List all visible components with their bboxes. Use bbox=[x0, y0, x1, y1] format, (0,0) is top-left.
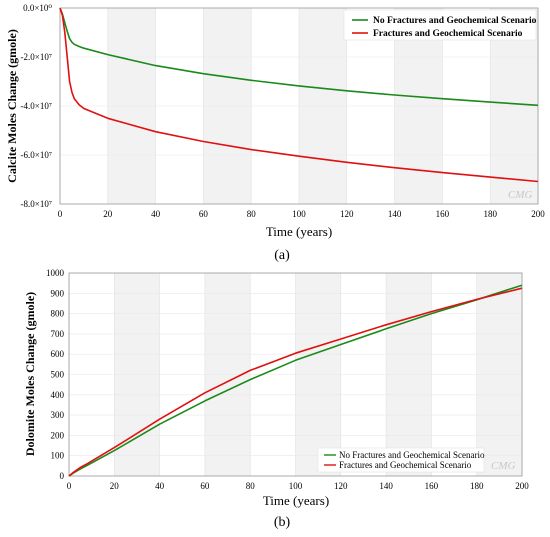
chart-a-x-tick: 0 bbox=[58, 209, 63, 219]
chart-b-x-tick: 40 bbox=[155, 481, 165, 491]
chart-b-plot-frame bbox=[68, 272, 523, 477]
chart-b-y-tick: 800 bbox=[51, 309, 65, 319]
chart-a-legend: No Fractures and Geochemical Scenario Fr… bbox=[343, 9, 537, 41]
chart-b-y-tick: 400 bbox=[51, 390, 65, 400]
chart-b-y-axis-title: Dolomite Moles Change (gmole) bbox=[23, 292, 37, 456]
chart-b-y-tick: 700 bbox=[51, 329, 65, 339]
chart-b: 0 100 200 300 400 500 600 700 800 900 1000 0 20 40 60… bbox=[23, 268, 529, 530]
chart-b-legend: No Fractures and Geochemical Scenario Fr… bbox=[317, 447, 485, 473]
chart-a-y-tick: -8.0×10⁷ bbox=[21, 199, 52, 209]
chart-b-y-tick: 200 bbox=[51, 430, 65, 440]
chart-a-x-tick: 80 bbox=[247, 209, 257, 219]
chart-b-series-lines bbox=[68, 284, 523, 477]
chart-a-y-tick: -2.0×10⁷ bbox=[21, 52, 52, 62]
chart-b-y-tick: 100 bbox=[51, 451, 65, 461]
chart-a-series-lines bbox=[59, 7, 539, 183]
chart-b-series-1-line bbox=[68, 287, 523, 477]
chart-b-legend-label-1: Fractures and Geochemical Scenario bbox=[339, 460, 472, 470]
chart-a-y-tick: -6.0×10⁷ bbox=[21, 150, 52, 160]
chart-b-y-tick: 300 bbox=[51, 410, 65, 420]
chart-a-x-tick: 180 bbox=[483, 209, 497, 219]
chart-a-y-tick: 0.0×10⁰ bbox=[23, 3, 52, 13]
chart-a-x-tick: 160 bbox=[436, 209, 450, 219]
chart-b-x-tick: 200 bbox=[515, 481, 529, 491]
chart-a-x-tick: 200 bbox=[531, 209, 545, 219]
chart-a-y-axis-title: Calcite Moles Change (gmole) bbox=[5, 29, 19, 183]
chart-b-watermark: CMG bbox=[491, 460, 516, 472]
chart-b-x-tick: 60 bbox=[200, 481, 210, 491]
chart-a-plot-frame bbox=[59, 7, 539, 205]
chart-b-series-0-line bbox=[68, 284, 523, 477]
chart-a: 0.0×10⁰-2.0×10⁷-4.0×10⁷-6.0×10⁷-8.0×10⁷ … bbox=[5, 3, 545, 263]
chart-b-x-tick: 120 bbox=[334, 481, 348, 491]
chart-b-y-tick: 500 bbox=[51, 370, 65, 380]
chart-b-y-tick: 900 bbox=[51, 288, 65, 298]
chart-b-x-tick: 100 bbox=[289, 481, 303, 491]
chart-a-y-tick: -4.0×10⁷ bbox=[21, 101, 52, 111]
chart-b-x-tick: 80 bbox=[246, 481, 256, 491]
chart-a-x-tick-labels: 0 20 40 60 80 100 120 140 160 180 200 bbox=[58, 209, 546, 219]
chart-b-x-tick: 180 bbox=[470, 481, 484, 491]
chart-a-x-tick: 100 bbox=[292, 209, 306, 219]
chart-a-series-1-line bbox=[59, 7, 539, 183]
chart-b-caption: (b) bbox=[274, 515, 291, 530]
chart-a-x-tick: 120 bbox=[340, 209, 354, 219]
chart-b-x-tick: 0 bbox=[67, 481, 72, 491]
chart-a-x-axis-title: Time (years) bbox=[266, 224, 332, 239]
chart-a-x-tick: 20 bbox=[103, 209, 113, 219]
chart-b-y-tick: 600 bbox=[51, 349, 65, 359]
chart-b-y-tick: 1000 bbox=[46, 268, 65, 278]
chart-a-watermark: CMG bbox=[508, 189, 533, 201]
chart-b-x-tick: 160 bbox=[425, 481, 439, 491]
chart-a-legend-label-1: Fractures and Geochemical Scenario bbox=[373, 29, 523, 39]
chart-b-y-tick-labels: 0 100 200 300 400 500 600 700 800 900 1000 bbox=[46, 268, 65, 481]
chart-b-x-tick-labels: 0 20 40 60 80 100 120 140 160 180 200 bbox=[67, 481, 530, 491]
chart-b-x-axis-title: Time (years) bbox=[263, 493, 329, 508]
chart-a-x-tick: 40 bbox=[151, 209, 161, 219]
chart-b-x-tick: 20 bbox=[110, 481, 120, 491]
chart-b-x-tick: 140 bbox=[379, 481, 393, 491]
chart-a-series-0-line bbox=[59, 7, 539, 107]
chart-a-x-tick: 60 bbox=[199, 209, 209, 219]
chart-b-y-tick: 0 bbox=[60, 471, 65, 481]
chart-a-y-tick-labels: 0.0×10⁰ -2.0×10⁷ -4.0×10⁷ -6.0×10⁷ -8.0×10⁷ bbox=[21, 3, 53, 209]
chart-b-legend-label-0: No Fractures and Geochemical Scenario bbox=[339, 450, 485, 460]
chart-a-legend-label-0: No Fractures and Geochemical Scenario bbox=[373, 16, 537, 26]
chart-a-x-tick: 140 bbox=[388, 209, 402, 219]
chart-a-caption: (a) bbox=[274, 248, 290, 263]
